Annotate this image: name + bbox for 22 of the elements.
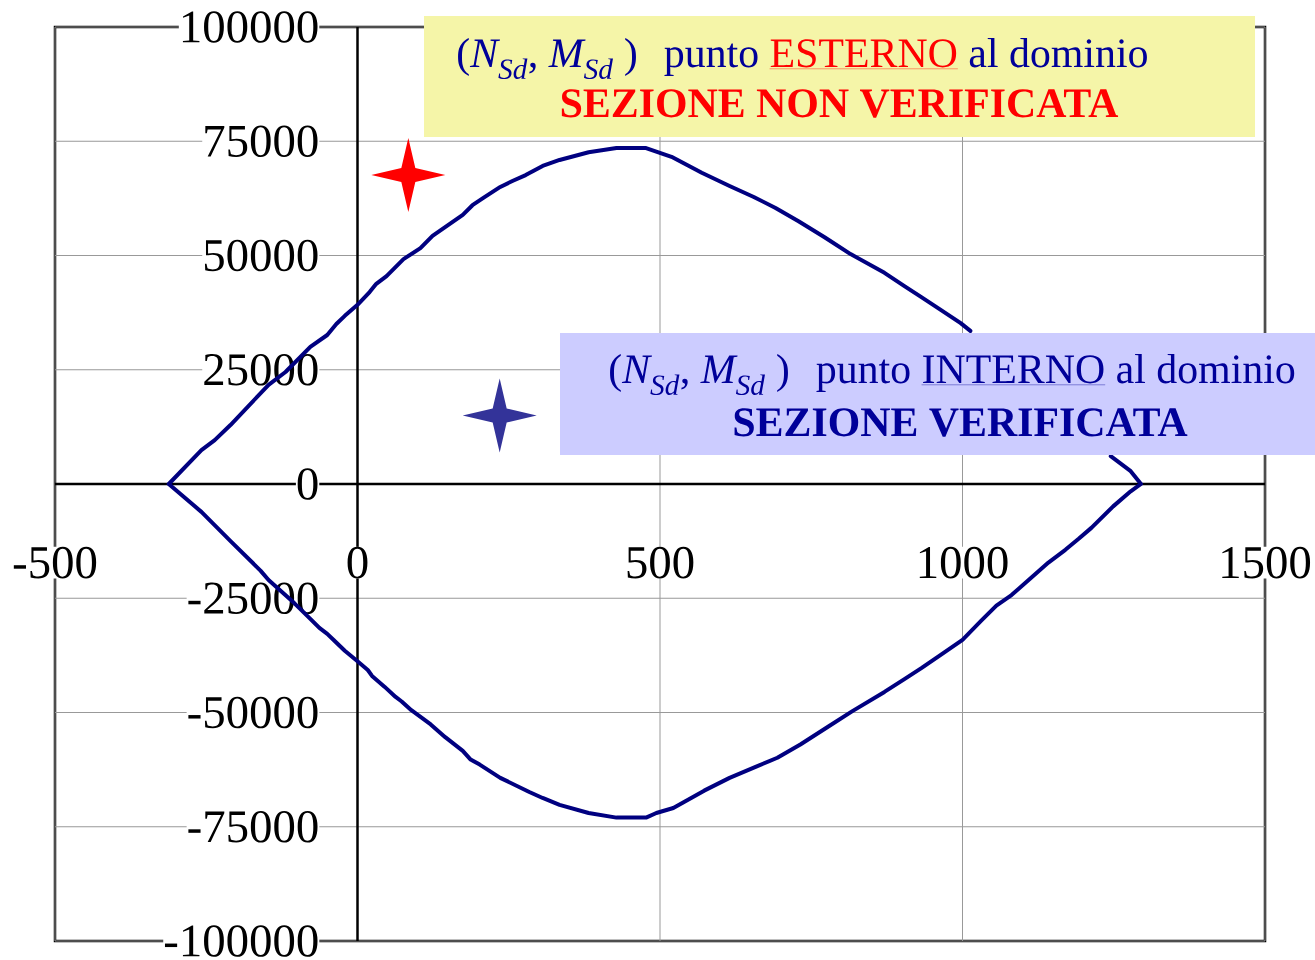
y-tick-label: -50000 bbox=[188, 696, 318, 729]
x-tick-label: 1500 bbox=[1222, 546, 1311, 579]
y-tick-label: 100000 bbox=[182, 11, 318, 43]
x-tick-label: -500 bbox=[13, 546, 97, 579]
y-tick-label: 75000 bbox=[205, 125, 318, 158]
annotation: punto bbox=[664, 43, 758, 76]
text: (N$_{Sd}$, M$_{Sd}$ ) bbox=[610, 353, 788, 396]
y-tick-label: 0 bbox=[297, 468, 318, 500]
x-tick-label: 1000 bbox=[919, 546, 1008, 579]
text: (N$_{Sd}$, M$_{Sd}$ ) bbox=[458, 37, 636, 80]
annotation: SEZIONE VERIFICATA bbox=[734, 408, 1188, 437]
annotation: punto bbox=[816, 359, 910, 392]
x-tick-label: 0 bbox=[347, 546, 368, 579]
annotation: al dominio bbox=[969, 37, 1147, 68]
y-tick-label: -75000 bbox=[188, 810, 318, 843]
annotation: ESTERNO bbox=[770, 39, 957, 68]
y-tick-label: -100000 bbox=[164, 925, 318, 957]
annotation: SEZIONE NON VERIFICATA bbox=[561, 89, 1119, 118]
annotation: al dominio bbox=[1117, 353, 1295, 384]
x-tick-label: 500 bbox=[627, 546, 694, 579]
annotation: INTERNO bbox=[923, 355, 1104, 384]
y-tick-label: 50000 bbox=[204, 239, 318, 272]
